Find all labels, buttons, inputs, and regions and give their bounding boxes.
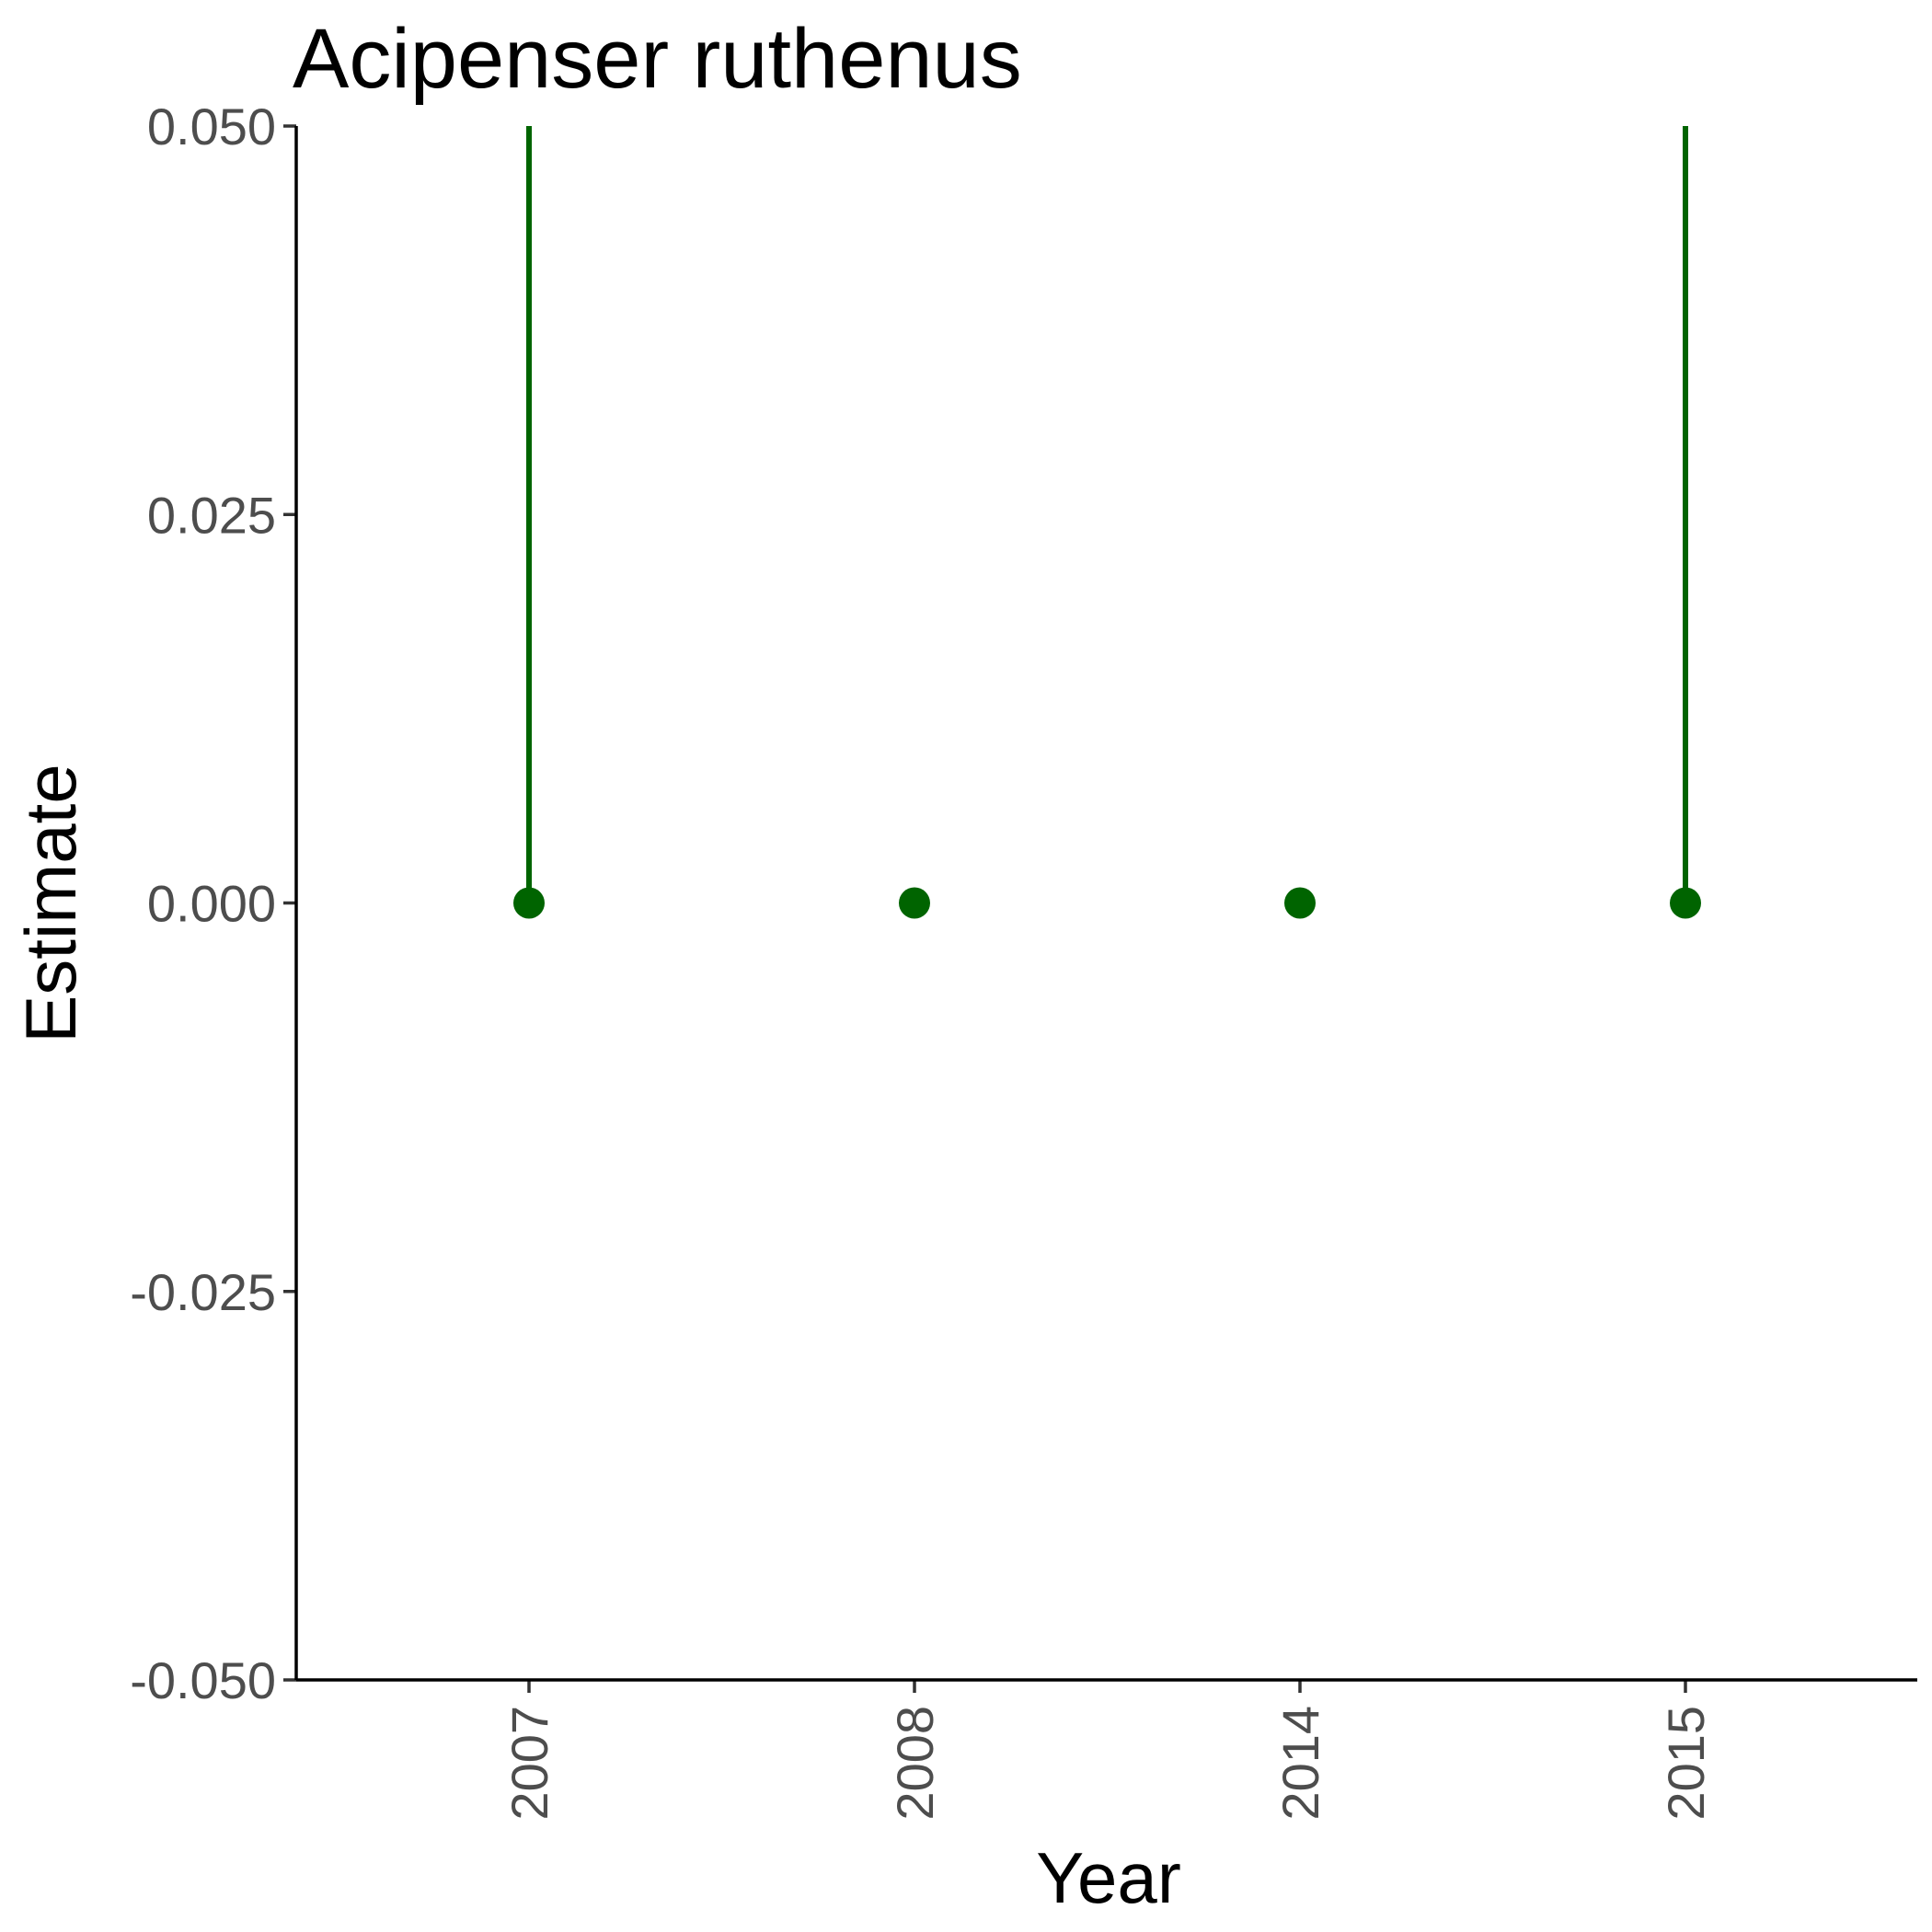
y-tick-label: -0.050 bbox=[130, 1651, 276, 1709]
x-axis-title: Year bbox=[1036, 1837, 1181, 1918]
y-axis-ticks: -0.050 -0.025 0.000 0.025 0.050 bbox=[130, 98, 296, 1709]
chart-title: Acipenser ruthenus bbox=[293, 12, 1022, 106]
data-point bbox=[899, 887, 930, 919]
y-tick-label: -0.025 bbox=[130, 1263, 276, 1321]
x-tick-label: 2007 bbox=[500, 1706, 558, 1821]
data-point bbox=[1284, 887, 1316, 919]
data-marks bbox=[513, 126, 1701, 919]
x-tick-label: 2008 bbox=[886, 1706, 944, 1821]
data-point bbox=[513, 887, 545, 919]
x-tick-label: 2014 bbox=[1271, 1706, 1329, 1821]
y-tick-label: 0.000 bbox=[147, 875, 276, 933]
data-point bbox=[1670, 887, 1701, 919]
x-axis-ticks: 2007 2008 2014 2015 bbox=[500, 1680, 1715, 1821]
x-tick-label: 2015 bbox=[1657, 1706, 1715, 1821]
y-tick-label: 0.050 bbox=[147, 98, 276, 155]
y-tick-label: 0.025 bbox=[147, 486, 276, 544]
y-axis-title: Estimate bbox=[10, 764, 91, 1042]
